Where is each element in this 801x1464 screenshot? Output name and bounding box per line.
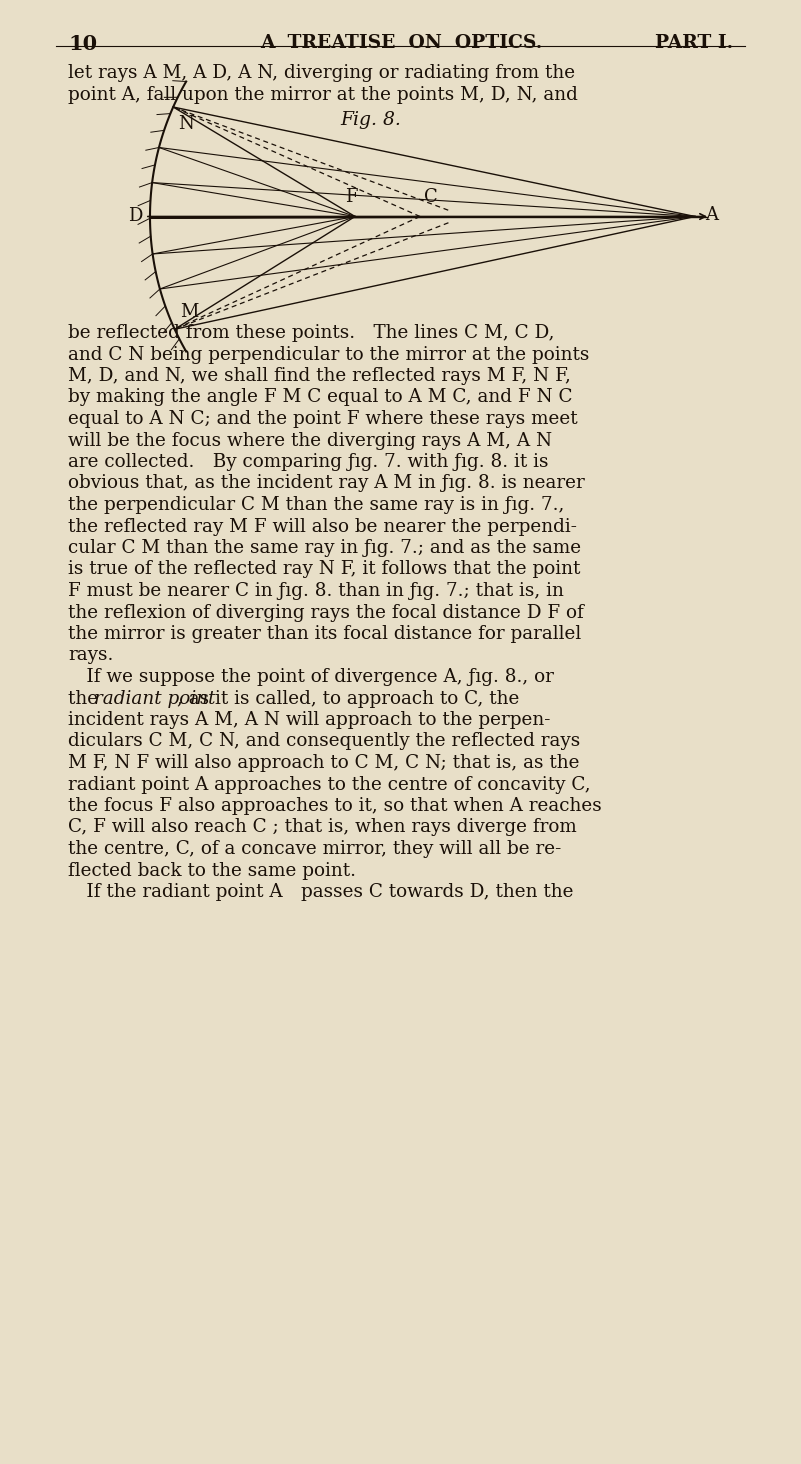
Text: PART I.: PART I. — [655, 34, 733, 53]
Text: N: N — [178, 116, 194, 133]
Text: radiant point: radiant point — [94, 690, 215, 707]
Text: is true of the reflected ray N F, it follows that the point: is true of the reflected ray N F, it fol… — [68, 561, 581, 578]
Text: the: the — [68, 690, 104, 707]
Text: the mirror is greater than its focal distance for parallel: the mirror is greater than its focal dis… — [68, 625, 582, 643]
Text: M, D, and N, we shall find the reflected rays M F, N F,: M, D, and N, we shall find the reflected… — [68, 367, 571, 385]
Text: A: A — [705, 205, 718, 224]
Text: rays.: rays. — [68, 647, 114, 665]
Text: C: C — [424, 189, 438, 206]
Text: flected back to the same point.: flected back to the same point. — [68, 861, 356, 880]
Text: the reflexion of diverging rays the focal distance D F of: the reflexion of diverging rays the foca… — [68, 603, 584, 622]
Text: obvious that, as the incident ray A M in ƒıg. 8. is nearer: obvious that, as the incident ray A M in… — [68, 474, 585, 492]
Text: cular C M than the same ray in ƒıg. 7.; and as the same: cular C M than the same ray in ƒıg. 7.; … — [68, 539, 581, 556]
Text: let rays A M, A D, A N, diverging or radiating from the: let rays A M, A D, A N, diverging or rad… — [68, 64, 575, 82]
Text: , as it is called, to approach to C, the: , as it is called, to approach to C, the — [176, 690, 519, 707]
Text: incident rays A M, A N will approach to the perpen-: incident rays A M, A N will approach to … — [68, 712, 550, 729]
Text: C, F will also reach C ; that is, when rays diverge from: C, F will also reach C ; that is, when r… — [68, 818, 577, 836]
Text: radiant point A approaches to the centre of concavity C,: radiant point A approaches to the centre… — [68, 776, 590, 793]
Text: equal to A N C; and the point F where these rays meet: equal to A N C; and the point F where th… — [68, 410, 578, 427]
Text: 10: 10 — [68, 34, 97, 54]
Text: be reflected from these points. The lines C M, C D,: be reflected from these points. The line… — [68, 324, 554, 343]
Text: Fig. 8.: Fig. 8. — [340, 111, 400, 129]
Text: the focus F also approaches to it, so that when A reaches: the focus F also approaches to it, so th… — [68, 796, 602, 815]
Text: A  TREATISE  ON  OPTICS.: A TREATISE ON OPTICS. — [260, 34, 542, 53]
Text: F: F — [344, 189, 357, 206]
Text: by making the angle F M C equal to A M C, and F N C: by making the angle F M C equal to A M C… — [68, 388, 573, 407]
Text: are collected. By comparing ƒıg. 7. with ƒıg. 8. it is: are collected. By comparing ƒıg. 7. with… — [68, 452, 549, 471]
Text: the reflected ray M F will also be nearer the perpendi-: the reflected ray M F will also be neare… — [68, 517, 577, 536]
Text: the centre, C, of a concave mirror, they will all be re-: the centre, C, of a concave mirror, they… — [68, 840, 562, 858]
Text: point A, fall upon the mirror at the points M, D, N, and: point A, fall upon the mirror at the poi… — [68, 86, 578, 104]
Text: and C N being perpendicular to the mirror at the points: and C N being perpendicular to the mirro… — [68, 346, 590, 363]
Text: the perpendicular C M than the same ray is in ƒıg. 7.,: the perpendicular C M than the same ray … — [68, 496, 565, 514]
Text: If we suppose the point of divergence A, ƒıg. 8., or: If we suppose the point of divergence A,… — [68, 668, 553, 687]
Text: diculars C M, C N, and consequently the reflected rays: diculars C M, C N, and consequently the … — [68, 732, 580, 751]
Text: If the radiant point A passes C towards D, then the: If the radiant point A passes C towards … — [68, 883, 574, 900]
Text: D: D — [128, 208, 143, 225]
Text: M: M — [179, 303, 198, 321]
Text: will be the focus where the diverging rays A M, A N: will be the focus where the diverging ra… — [68, 432, 552, 449]
Text: F must be nearer C in ƒıg. 8. than in ƒıg. 7.; that is, in: F must be nearer C in ƒıg. 8. than in ƒı… — [68, 583, 564, 600]
Text: M F, N F will also approach to C M, C N; that is, as the: M F, N F will also approach to C M, C N;… — [68, 754, 579, 772]
